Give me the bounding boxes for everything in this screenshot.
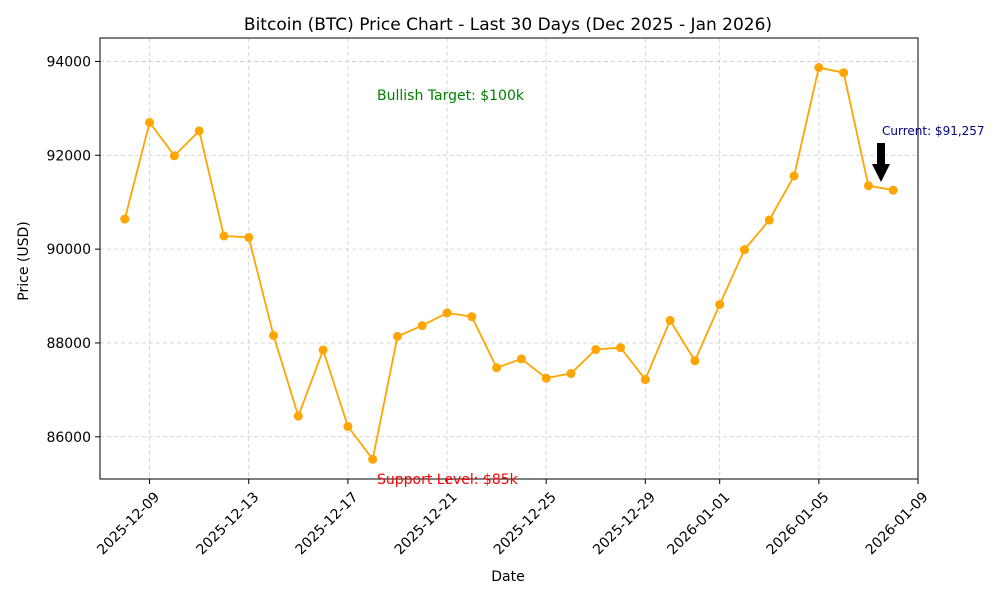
y-tick-label: 86000	[46, 430, 91, 446]
chart-title: Bitcoin (BTC) Price Chart - Last 30 Days…	[244, 15, 772, 35]
grid	[100, 38, 919, 479]
data-point	[417, 321, 427, 331]
data-point	[814, 63, 824, 73]
data-point	[368, 454, 378, 464]
y-axis-label: Price (USD)	[16, 221, 32, 300]
data-point	[888, 185, 898, 195]
data-point	[516, 354, 526, 364]
data-point	[219, 231, 229, 241]
data-point	[789, 171, 799, 181]
x-tick-label: 2025-12-17	[293, 489, 362, 558]
x-axis-label: Date	[491, 569, 524, 585]
y-tick-label: 88000	[46, 336, 91, 352]
axes	[99, 37, 919, 480]
data-point	[244, 232, 254, 242]
data-point	[169, 151, 179, 161]
data-point	[566, 368, 576, 378]
data-point	[343, 421, 353, 431]
data-point	[863, 181, 873, 191]
data-point	[541, 373, 551, 383]
plot-frame	[99, 37, 919, 480]
data-point	[318, 345, 328, 355]
x-tick-label: 2026-01-01	[664, 489, 733, 558]
x-tick-label: 2026-01-05	[764, 489, 833, 558]
data-point	[293, 411, 303, 421]
annotation-bullish-target: Bullish Target: $100k	[377, 88, 525, 104]
data-point	[194, 126, 204, 136]
y-tick-label: 92000	[46, 148, 91, 164]
y-tick-label: 94000	[46, 54, 91, 70]
data-point	[665, 315, 675, 325]
data-point	[739, 245, 749, 255]
data-point	[764, 215, 774, 225]
data-point	[690, 356, 700, 366]
current-price-arrow-icon	[872, 143, 890, 182]
data-point	[715, 299, 725, 309]
data-point	[392, 331, 402, 341]
data-point	[442, 308, 452, 318]
x-tick-label: 2025-12-13	[193, 489, 262, 558]
x-tick-label: 2025-12-25	[491, 489, 560, 558]
x-tick-label: 2025-12-09	[94, 489, 163, 558]
data-point	[145, 117, 155, 127]
data-point	[839, 68, 849, 78]
annotation-support-level: Support Level: $85k	[377, 472, 519, 488]
data-point	[640, 375, 650, 385]
data-point	[616, 343, 626, 353]
data-point	[591, 345, 601, 355]
data-point	[492, 363, 502, 373]
series-btc-price	[120, 63, 898, 464]
data-point	[467, 312, 477, 322]
x-tick-label: 2025-12-21	[392, 489, 461, 558]
annotation-current-price: Current: $91,257	[882, 124, 985, 138]
x-tick-label: 2026-01-09	[863, 489, 932, 558]
price-line	[123, 66, 894, 462]
data-point	[120, 214, 130, 224]
data-point	[269, 330, 279, 340]
x-tick-label: 2025-12-29	[590, 489, 659, 558]
y-tick-label: 90000	[46, 242, 91, 258]
